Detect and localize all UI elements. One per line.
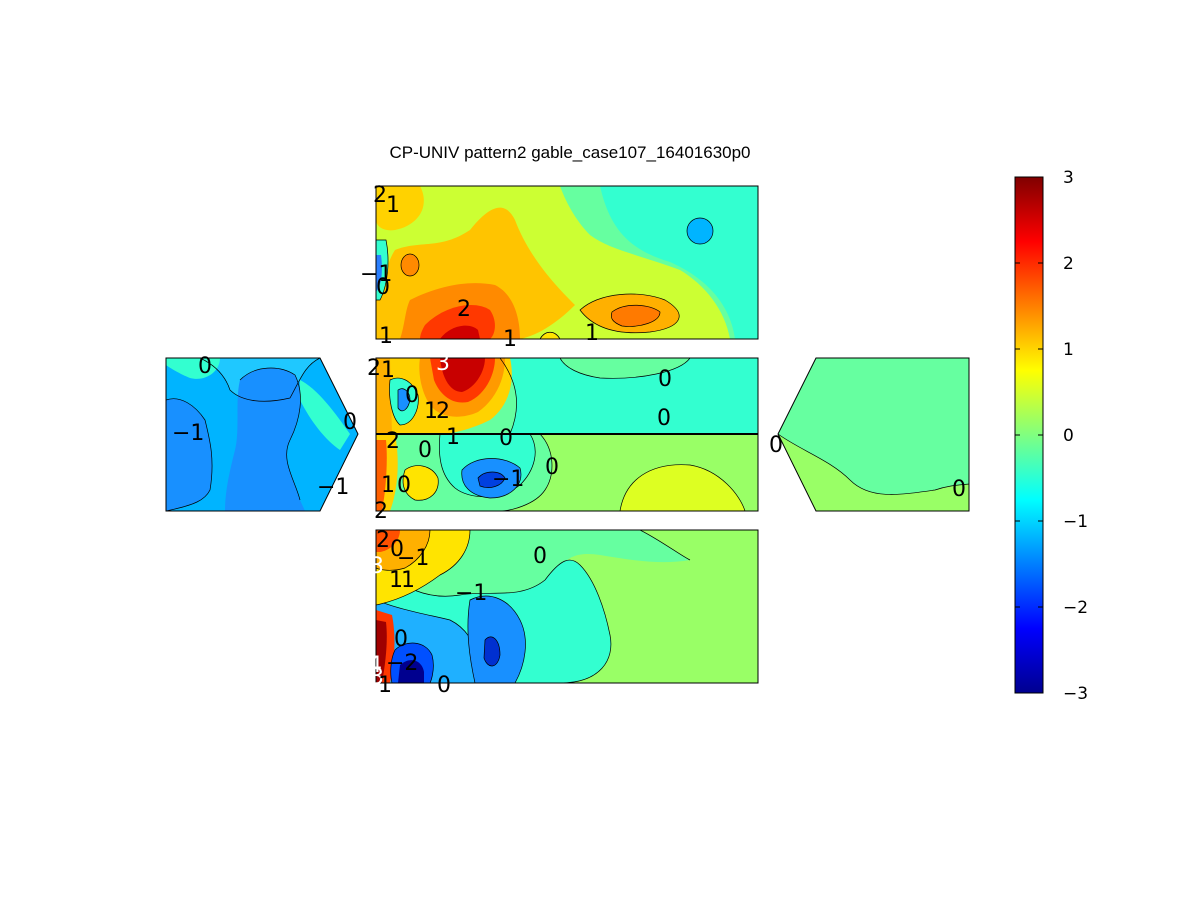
contour-label: 0 bbox=[437, 673, 451, 698]
contour-label: 3 bbox=[370, 554, 384, 579]
contour-label: 1 bbox=[381, 473, 395, 498]
contour-label: 2 bbox=[367, 356, 381, 381]
contour-label: 0 bbox=[390, 537, 404, 562]
contour-label: −1 bbox=[397, 546, 429, 571]
contour-label: −1 bbox=[317, 475, 349, 500]
contour-label: 1 bbox=[389, 568, 403, 593]
contour-label: 2 bbox=[376, 528, 390, 553]
contour-label: 1 bbox=[585, 321, 599, 346]
contour-label: 0 bbox=[397, 473, 411, 498]
contour-label: −1 bbox=[360, 262, 392, 287]
contour-label: 2 bbox=[457, 297, 471, 322]
panel-right-gable bbox=[778, 358, 969, 511]
contour-label: 0 bbox=[657, 406, 671, 431]
contour-label: −1 bbox=[172, 421, 204, 446]
contour-label: 2 bbox=[373, 183, 387, 208]
contour-label: 0 bbox=[418, 438, 432, 463]
contour-label: 0 bbox=[198, 354, 212, 379]
panel-left-gable bbox=[166, 358, 358, 511]
contour-label: 1 bbox=[446, 425, 460, 450]
contour-label: 0 bbox=[405, 383, 419, 408]
contour-label: 3 bbox=[436, 351, 450, 376]
colorbar-tick-label: −1 bbox=[1063, 512, 1088, 532]
colorbar-tick-label: −3 bbox=[1063, 684, 1088, 704]
colorbar-tick-label: 3 bbox=[1063, 168, 1074, 188]
colorbar-tick-label: −2 bbox=[1063, 598, 1088, 618]
contour-label: 0 bbox=[658, 367, 672, 392]
panel-roof-upper bbox=[376, 186, 758, 339]
panel-wall-upper bbox=[376, 358, 758, 434]
colorbar-ticks: 3 2 1 0 −1 −2 −3 bbox=[1015, 168, 1088, 704]
contour-label: 1 bbox=[379, 324, 393, 349]
contour-label: 0 bbox=[343, 410, 357, 435]
contour-label: 3 bbox=[370, 665, 384, 690]
contour-label: −1 bbox=[455, 581, 487, 606]
colorbar: 3 2 1 0 −1 −2 −3 bbox=[1014, 168, 1088, 704]
contour-label: 1 bbox=[401, 568, 415, 593]
contour-label: 0 bbox=[545, 455, 559, 480]
contour-label: 0 bbox=[769, 433, 783, 458]
contour-label: 1 bbox=[378, 673, 392, 698]
contour-label: 1 bbox=[381, 358, 395, 383]
contour-label: 0 bbox=[394, 627, 408, 652]
colorbar-tick-label: 1 bbox=[1063, 340, 1074, 360]
contour-label: 1 bbox=[503, 327, 517, 352]
colorbar-tick-label: 0 bbox=[1063, 426, 1074, 446]
contour-label: 2 bbox=[436, 399, 450, 424]
panel-roof-lower bbox=[376, 530, 758, 683]
contour-labels: 2 1 −1 0 2 1 1 1 0 0 −1 −1 2 1 3 0 0 0 1… bbox=[172, 183, 966, 698]
contour-label: 1 bbox=[386, 193, 400, 218]
contour-label: 1 bbox=[424, 399, 438, 424]
contour-label: 4 bbox=[368, 653, 382, 678]
contour-label: 2 bbox=[386, 429, 400, 454]
contour-label: −1 bbox=[492, 467, 524, 492]
contour-label: 0 bbox=[952, 477, 966, 502]
colorbar-tick-label: 2 bbox=[1063, 254, 1074, 274]
contour-label: −2 bbox=[386, 651, 418, 676]
panel-wall-lower bbox=[376, 434, 758, 511]
chart-title: CP-UNIV pattern2 gable_case107_16401630p… bbox=[389, 143, 751, 162]
contour-label: 0 bbox=[499, 426, 513, 451]
contour-label: 2 bbox=[374, 499, 388, 524]
contour-label: 0 bbox=[533, 544, 547, 569]
contour-label: 0 bbox=[376, 275, 390, 300]
